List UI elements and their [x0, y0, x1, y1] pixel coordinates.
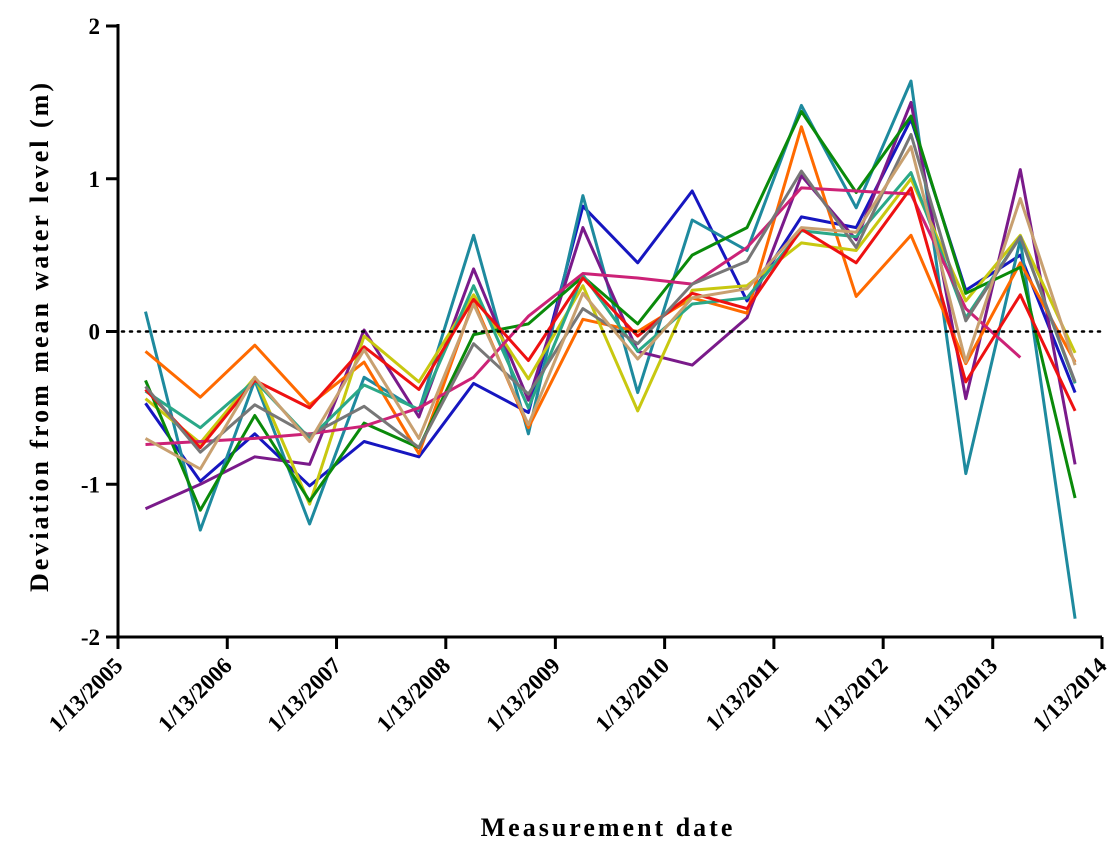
series-layer: [144, 79, 1077, 619]
x-axis-title: Measurement date: [481, 813, 736, 841]
series-line-9: [144, 186, 1077, 450]
y-tick-label: 0: [89, 320, 101, 345]
y-axis-title: Deviation from mean water level (m): [25, 80, 54, 592]
series-line-6: [144, 110, 1077, 512]
x-tick-label: 1/13/2014: [1028, 653, 1112, 737]
series-line-11: [144, 145, 1077, 471]
series-line-3: [144, 100, 1077, 511]
series-line-1: [144, 117, 1077, 488]
series-line-8: [145, 186, 1022, 446]
x-tick-label: 1/13/2010: [591, 653, 675, 737]
x-tick-label: 1/13/2013: [919, 653, 1003, 737]
x-tick-label: 1/13/2012: [809, 653, 893, 737]
y-tick-label: -1: [81, 472, 100, 497]
x-tick-label: 1/13/2009: [481, 653, 565, 737]
x-tick-label: 1/13/2011: [701, 653, 784, 736]
y-tick-label: 1: [89, 167, 101, 192]
y-tick-label: 2: [89, 14, 101, 39]
y-tick-label: -2: [81, 625, 100, 650]
x-tick-label: 1/13/2006: [153, 653, 237, 737]
x-tick-label: 1/13/2008: [372, 653, 456, 737]
x-tick-label: 1/13/2005: [44, 653, 128, 737]
x-tick-label: 1/13/2007: [262, 653, 346, 737]
